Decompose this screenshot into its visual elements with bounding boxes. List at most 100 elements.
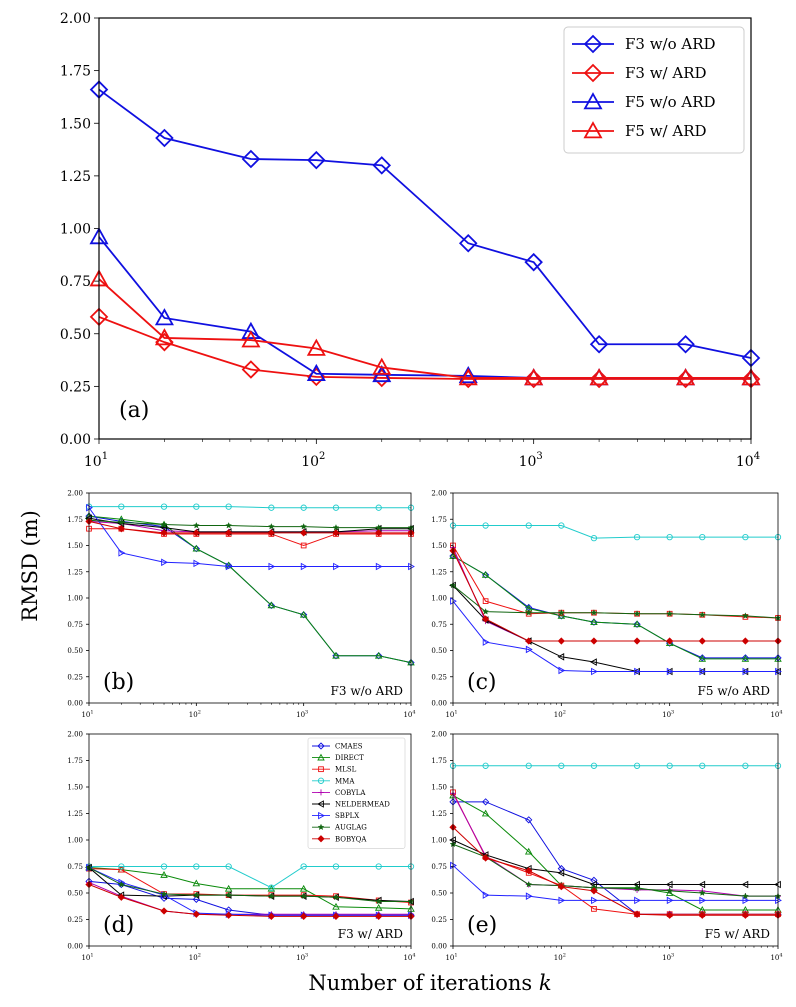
data-point [590, 762, 598, 769]
x-tick-label: 104 [736, 451, 760, 470]
y-tick-label: 1.75 [431, 516, 447, 524]
x-tick-label: 102 [189, 953, 201, 963]
y-tick-label: 0.25 [431, 916, 447, 924]
data-point [299, 884, 308, 892]
data-point [300, 504, 307, 511]
data-point [741, 880, 749, 889]
y-tick-label: 1.50 [60, 116, 91, 132]
x-tick-label: 102 [554, 953, 566, 963]
data-point [160, 503, 168, 510]
series-auglag [449, 840, 782, 900]
data-point [557, 869, 565, 877]
data-point [482, 638, 490, 646]
y-tick-label: 1.75 [67, 757, 83, 765]
data-point [192, 544, 201, 552]
series-cobyla [450, 790, 781, 900]
data-point [267, 529, 275, 537]
legend-marker [317, 753, 325, 761]
y-tick-label: 1.00 [431, 837, 447, 845]
series-cmaes [449, 798, 782, 918]
series-auglag [85, 516, 415, 531]
plot-frame [88, 733, 412, 947]
data-point [524, 847, 533, 855]
data-point [666, 911, 674, 919]
data-point [666, 887, 674, 894]
data-point [698, 911, 706, 919]
series-line [88, 517, 411, 533]
data-point [590, 535, 598, 542]
data-point [590, 658, 597, 666]
series-line [89, 866, 411, 889]
data-point [666, 533, 673, 541]
series-cobyla [86, 879, 414, 918]
data-point [267, 884, 276, 892]
panel-title: F3 w/o ARD [331, 684, 403, 698]
data-point [676, 335, 695, 354]
y-tick-label: 1.75 [431, 757, 447, 765]
data-point [192, 910, 200, 918]
data-point [557, 637, 565, 645]
data-point [225, 503, 232, 510]
x-tick-label: 101 [445, 953, 457, 963]
x-tick-label: 103 [662, 953, 674, 963]
data-point [267, 912, 275, 920]
series-cobyla [450, 544, 781, 645]
series-line [88, 515, 412, 664]
series-sbplx [86, 863, 415, 920]
panel-title: F5 w/ ARD [705, 927, 770, 941]
legend-marker [583, 63, 603, 83]
series-line [452, 585, 779, 619]
data-point [300, 912, 308, 920]
data-point [633, 620, 641, 628]
y-tick-label: 0.50 [67, 647, 83, 655]
data-point [557, 609, 565, 616]
data-point [300, 863, 307, 870]
data-point [375, 863, 382, 870]
data-point [241, 321, 261, 339]
series-auglag [85, 864, 415, 905]
data-point [299, 610, 308, 618]
series-line [452, 843, 778, 897]
plot-frame [452, 733, 779, 947]
legend-marker [318, 766, 324, 773]
x-tick-label: 102 [301, 451, 325, 470]
data-point [225, 891, 232, 898]
data-point [332, 893, 340, 901]
data-point [267, 601, 275, 609]
data-point [589, 335, 609, 354]
data-point [224, 884, 233, 892]
x-tick-label: 103 [296, 710, 308, 720]
y-tick-label: 1.25 [431, 810, 447, 818]
y-tick-label: 1.00 [67, 595, 83, 603]
x-tick-label: 103 [662, 710, 674, 720]
series-line [88, 868, 412, 904]
y-tick-label: 2.00 [60, 11, 91, 27]
data-point [525, 762, 532, 769]
panel-b: 0.00 0.25 0.50 0.75 1.00 1.25 1.50 1.75 2.00 101 1… [67, 490, 415, 720]
legend: F3 w/o ARD F3 w/ ARD F5 w/o ARD F5 w/ ARD [563, 26, 745, 154]
series-line [452, 555, 778, 659]
series-cmaes [85, 512, 415, 667]
data-point [375, 529, 383, 537]
data-point [300, 529, 308, 537]
data-point [332, 504, 340, 511]
y-tick-label: 1.75 [67, 516, 83, 524]
data-point [307, 150, 326, 170]
data-point [117, 893, 125, 901]
y-tick-label: 0.50 [67, 890, 83, 898]
y-axis-title: RMSD (m) [18, 510, 42, 622]
panel-c: 0.00 0.25 0.50 0.75 1.00 1.25 1.50 1.75 2.00 101 1… [431, 490, 782, 720]
data-point [665, 880, 673, 889]
data-point [458, 365, 478, 384]
legend-entry: MLSL [335, 766, 357, 774]
data-point [633, 637, 641, 645]
y-tick-label: 1.25 [431, 568, 447, 576]
x-tick-label: 101 [84, 451, 108, 470]
data-point [591, 667, 598, 676]
data-point [268, 892, 275, 900]
data-point [525, 522, 532, 529]
data-point [118, 863, 125, 870]
panel-label: (d) [103, 913, 134, 938]
data-point [590, 618, 598, 626]
data-point [741, 911, 750, 919]
